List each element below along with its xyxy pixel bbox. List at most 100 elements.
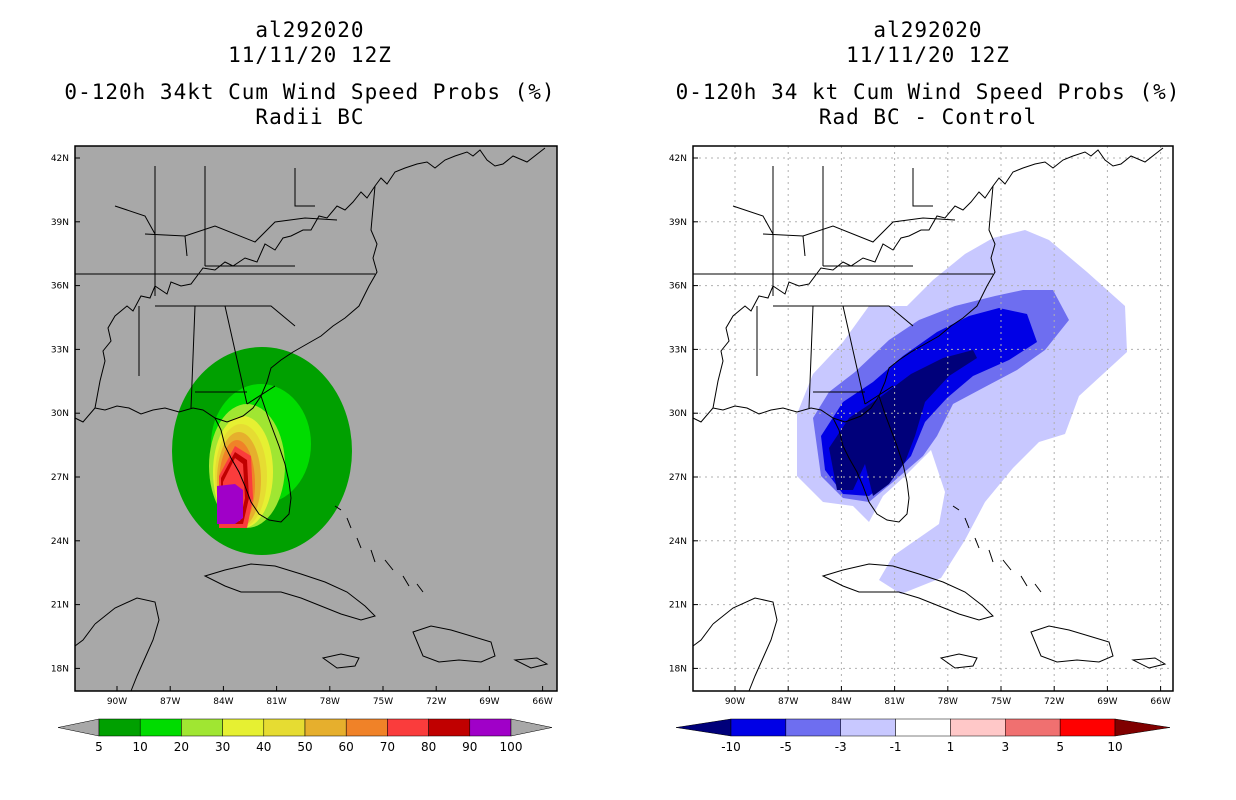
left-title: 0-120h 34kt Cum Wind Speed Probs (%)	[64, 80, 556, 104]
colorbar-label: -10	[721, 740, 741, 754]
lat-label: 42N	[51, 154, 69, 164]
lat-label: 33N	[669, 345, 687, 355]
lon-label: 90W	[725, 697, 745, 707]
colorbar-label: 10	[133, 740, 148, 754]
lon-label: 87W	[778, 697, 798, 707]
lon-label: 72W	[426, 697, 446, 707]
lon-label: 75W	[991, 697, 1011, 707]
lat-label: 27N	[669, 473, 687, 483]
left-lon-labels: 90W 87W 84W 81W 78W 75W 72W 69W 66W	[107, 686, 553, 707]
lon-label: 90W	[107, 697, 127, 707]
left-map-frame	[74, 145, 558, 692]
colorbar-label: 50	[297, 740, 312, 754]
colorbar-label: 20	[174, 740, 189, 754]
colorbar-label: 90	[462, 740, 477, 754]
left-datetime: 11/11/20 12Z	[228, 43, 392, 67]
right-difference-contours	[797, 230, 1127, 594]
colorbar-swatch	[730, 718, 787, 737]
colorbar-swatch	[345, 718, 388, 737]
colorbar-label: 80	[421, 740, 436, 754]
lat-label: 21N	[669, 601, 687, 611]
lat-label: 36N	[669, 282, 687, 292]
colorbar-swatch	[469, 718, 512, 737]
lat-label: 27N	[51, 473, 69, 483]
colorbar-label: 5	[1056, 740, 1064, 754]
lon-label: 81W	[266, 697, 286, 707]
colorbar-swatch	[387, 718, 429, 737]
lon-label: 69W	[1097, 697, 1117, 707]
colorbar-swatch	[1005, 718, 1061, 737]
right-subtitle: Rad BC - Control	[818, 105, 1038, 129]
right-storm-id: al292020	[873, 18, 983, 42]
right-lon-labels: 90W 87W 84W 81W 78W 75W 72W 69W 66W	[725, 686, 1171, 707]
lon-label: 66W	[532, 697, 552, 707]
colorbar-swatch	[181, 718, 223, 737]
colorbar-label: 5	[95, 740, 103, 754]
lat-label: 39N	[669, 218, 687, 228]
colorbar-label: 100	[500, 740, 523, 754]
colorbar-under-triangle	[675, 718, 732, 737]
contour-minus-10	[829, 350, 977, 496]
right-map-frame	[692, 145, 1174, 692]
lat-label: 33N	[51, 345, 69, 355]
colorbar-swatch	[304, 718, 347, 737]
colorbar-swatch	[1059, 718, 1116, 737]
contour-100pct	[217, 484, 243, 524]
colorbar-label: -3	[835, 740, 847, 754]
colorbar-under-triangle	[57, 718, 100, 737]
colorbar-over-triangle	[510, 718, 553, 737]
lat-label: 42N	[669, 154, 687, 164]
lat-label: 24N	[51, 537, 69, 547]
lat-label: 18N	[51, 664, 69, 674]
colorbar-label: -5	[780, 740, 792, 754]
colorbar-swatch	[139, 718, 182, 737]
colorbar-label: 1	[947, 740, 955, 754]
colorbar-swatch	[950, 718, 1006, 737]
colorbar-label: 30	[215, 740, 230, 754]
right-lat-labels: 42N 39N 36N 33N 30N 27N 24N 21N 18N	[669, 154, 698, 674]
lon-label: 84W	[831, 697, 851, 707]
left-map: 42N 39N 36N 33N 30N 27N 24N 21N 18N 90W 87W 84W 81W…	[51, 145, 558, 707]
left-colorbar: 5 10 20 30 40 50 60 70 80 90 100	[57, 718, 553, 754]
left-subtitle: Radii BC	[255, 105, 365, 129]
right-title-block: al292020 11/11/20 12Z 0-120h 34 kt Cum W…	[618, 18, 1236, 130]
lon-label: 69W	[479, 697, 499, 707]
lon-label: 72W	[1044, 697, 1064, 707]
colorbar-over-triangle	[1114, 718, 1171, 737]
lon-label: 78W	[938, 697, 958, 707]
lat-label: 30N	[669, 409, 687, 419]
right-title: 0-120h 34 kt Cum Wind Speed Probs (%)	[675, 80, 1181, 104]
lon-label: 81W	[884, 697, 904, 707]
colorbar-label: 10	[1107, 740, 1122, 754]
right-colorbar: -10 -5 -3 -1 1 3 5 10	[675, 718, 1171, 754]
right-datetime: 11/11/20 12Z	[846, 43, 1010, 67]
lat-label: 30N	[51, 409, 69, 419]
left-lat-labels: 42N 39N 36N 33N 30N 27N 24N 21N 18N	[51, 154, 80, 674]
colorbar-swatch	[785, 718, 841, 737]
colorbar-label: 40	[256, 740, 271, 754]
colorbar-swatch	[895, 718, 951, 737]
right-map: 42N 39N 36N 33N 30N 27N 24N 21N 18N 90W 87W 84W 81W…	[669, 145, 1174, 707]
colorbar-swatch	[98, 718, 141, 737]
lat-label: 39N	[51, 218, 69, 228]
left-title-block: al292020 11/11/20 12Z 0-120h 34kt Cum Wi…	[0, 18, 620, 130]
lon-label: 84W	[213, 697, 233, 707]
lon-label: 66W	[1150, 697, 1170, 707]
colorbar-swatch	[840, 718, 896, 737]
lat-label: 18N	[669, 664, 687, 674]
lon-label: 78W	[320, 697, 340, 707]
colorbar-swatch	[263, 718, 306, 737]
colorbar-label: 70	[380, 740, 395, 754]
colorbar-label: 60	[339, 740, 354, 754]
lon-label: 87W	[160, 697, 180, 707]
colorbar-label: 3	[1001, 740, 1009, 754]
colorbar-swatch	[428, 718, 471, 737]
lat-label: 24N	[669, 537, 687, 547]
left-probability-contours	[172, 347, 352, 555]
left-storm-id: al292020	[255, 18, 365, 42]
lat-label: 21N	[51, 601, 69, 611]
colorbar-label: -1	[890, 740, 902, 754]
lat-label: 36N	[51, 282, 69, 292]
colorbar-swatch	[222, 718, 265, 737]
